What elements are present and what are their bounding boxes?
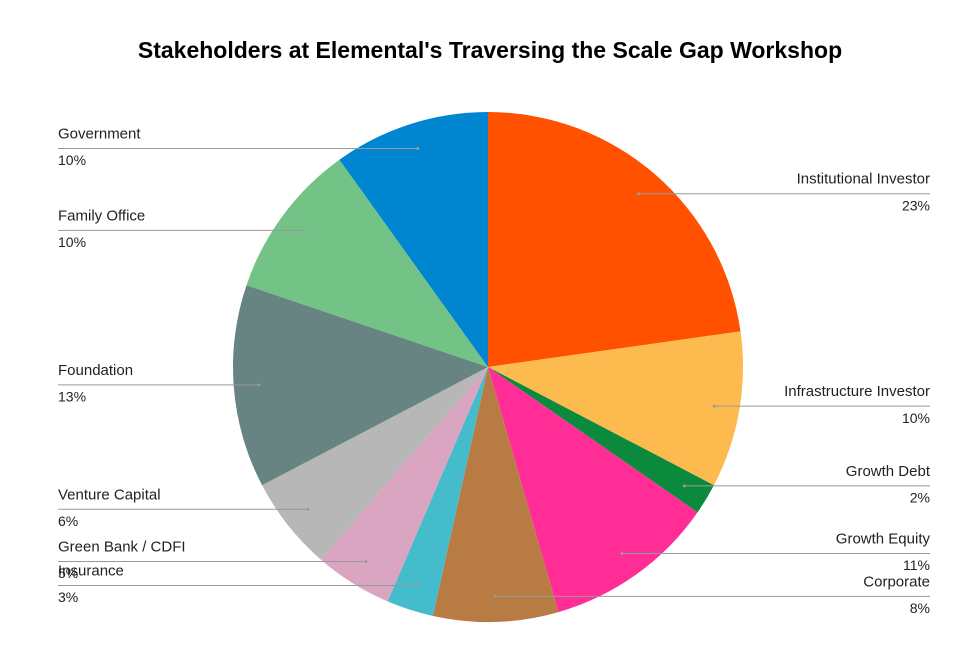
slice-label: Green Bank / CDFI	[58, 538, 186, 555]
leader-dot	[637, 192, 641, 196]
slice-value-label: 13%	[58, 389, 86, 405]
leader-dot	[712, 404, 716, 408]
leader-dot	[364, 559, 368, 563]
slice-value-label: 10%	[902, 410, 930, 426]
leader-dot	[493, 594, 497, 598]
slice-label: Growth Debt	[846, 463, 931, 480]
pie-slice	[320, 367, 488, 602]
pie-slice	[488, 112, 741, 367]
leader-dot	[620, 552, 624, 556]
pie-slice	[233, 285, 488, 486]
leader-dot	[682, 484, 686, 488]
slice-value-label: 5%	[58, 565, 78, 581]
leader-dot	[306, 507, 310, 511]
leader-dot	[416, 583, 420, 587]
slice-value-label: 2%	[910, 490, 930, 506]
slice-label: Government	[58, 125, 141, 142]
pie-slice	[488, 367, 698, 613]
slice-value-label: 11%	[903, 557, 930, 573]
slice-label: Institutional Investor	[797, 171, 930, 188]
slice-label: Insurance	[58, 562, 124, 579]
slice-label: Foundation	[58, 362, 133, 379]
slice-value-label: 8%	[910, 600, 930, 616]
slice-label: Infrastructure Investor	[784, 383, 930, 400]
slice-label: Family Office	[58, 207, 145, 224]
chart-title: Stakeholders at Elemental's Traversing t…	[138, 37, 842, 63]
pie-slice	[488, 331, 744, 486]
slice-value-label: 10%	[58, 152, 86, 168]
pie-slice	[488, 367, 714, 513]
pie-slice	[339, 112, 488, 367]
pie-slice	[246, 159, 488, 367]
slice-label: Venture Capital	[58, 486, 161, 503]
slice-label: Growth Equity	[836, 530, 931, 547]
slice-value-label: 6%	[58, 513, 78, 529]
slice-value-label: 23%	[902, 197, 930, 213]
slice-label: Corporate	[863, 573, 930, 590]
pie-slice	[387, 367, 488, 616]
slice-value-label: 3%	[58, 589, 78, 605]
slice-value-label: 10%	[58, 234, 86, 250]
pie-slice	[432, 367, 559, 622]
leader-dot	[257, 383, 261, 387]
leader-dot	[416, 147, 420, 151]
pie-slice	[262, 367, 488, 560]
leader-dot	[302, 228, 306, 232]
